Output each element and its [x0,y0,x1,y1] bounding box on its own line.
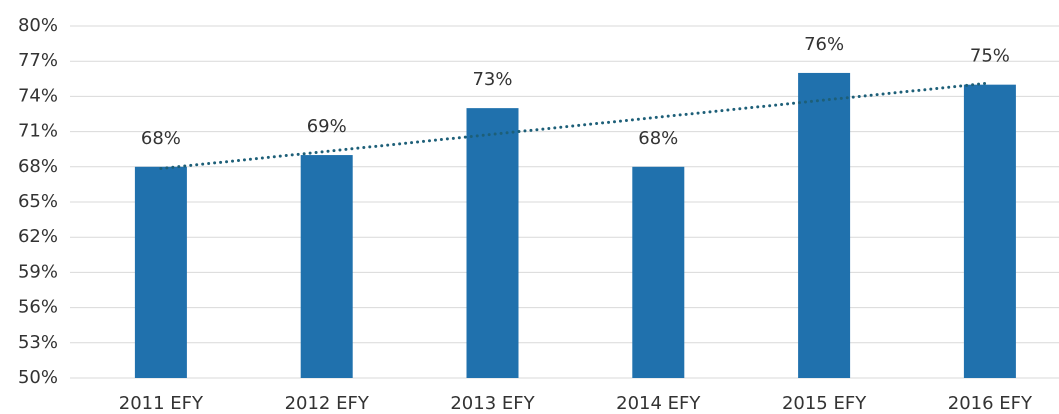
y-tick-label: 68% [18,156,58,177]
y-tick-label: 77% [18,50,58,71]
y-tick-label: 53% [18,332,58,353]
y-tick-label: 71% [18,121,58,142]
x-tick-label: 2011 EFY [119,393,204,414]
bar [134,166,187,378]
y-tick-label: 56% [18,297,58,318]
y-tick-label: 80% [18,15,58,36]
y-tick-label: 65% [18,191,58,212]
bar [632,166,685,378]
bar [963,84,1016,379]
value-label: 73% [472,69,512,90]
x-tick-label: 2015 EFY [782,393,867,414]
x-tick-label: 2016 EFY [948,393,1033,414]
bar [300,155,353,378]
y-tick-label: 74% [18,85,58,106]
value-label: 75% [970,46,1010,67]
x-tick-label: 2012 EFY [285,393,370,414]
value-label: 76% [804,34,844,55]
bar [798,72,851,378]
x-tick-label: 2013 EFY [450,393,535,414]
trendline [159,81,992,170]
y-tick-label: 59% [18,261,58,282]
y-tick-label: 50% [18,367,58,388]
y-tick-label: 62% [18,226,58,247]
value-label: 68% [638,128,678,149]
value-label: 69% [307,116,347,137]
x-tick-label: 2014 EFY [616,393,701,414]
bar [466,108,519,378]
value-label: 68% [141,128,181,149]
